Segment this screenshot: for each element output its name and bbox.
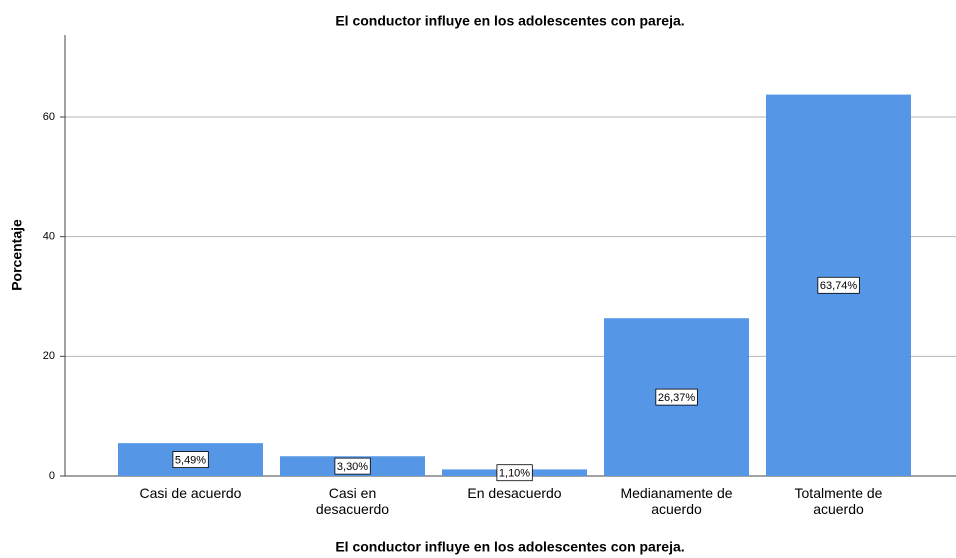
value-label-box [334, 457, 371, 475]
value-label-box [817, 276, 860, 294]
value-label-box [655, 388, 698, 406]
value-label-box [172, 451, 209, 468]
x-tick-label: Totalmente de acuerdo [794, 485, 883, 517]
y-tick-label: 20 [43, 350, 55, 362]
y-tick-label: 0 [49, 470, 55, 482]
value-label: 26,37% [658, 392, 696, 404]
y-tick-label: 40 [43, 231, 55, 243]
y-axis-title: Porcentaje [9, 219, 25, 291]
x-tick-label: Casi de acuerdo [139, 485, 242, 501]
value-label: 5,49% [175, 454, 206, 466]
x-axis-title: El conductor influye en los adolescentes… [335, 539, 684, 555]
value-label: 1,10% [499, 468, 530, 480]
value-label: 63,74% [820, 280, 858, 292]
x-tick-label: Casi en desacuerdo [315, 485, 390, 517]
x-tick-label: Medianamente de acuerdo [620, 485, 733, 517]
x-tick-label: En desacuerdo [467, 485, 562, 501]
y-tick-label: 60 [43, 111, 55, 123]
chart-title: El conductor influye en los adolescentes… [335, 13, 684, 29]
value-label-box [496, 464, 533, 482]
value-label: 3,30% [337, 461, 368, 473]
